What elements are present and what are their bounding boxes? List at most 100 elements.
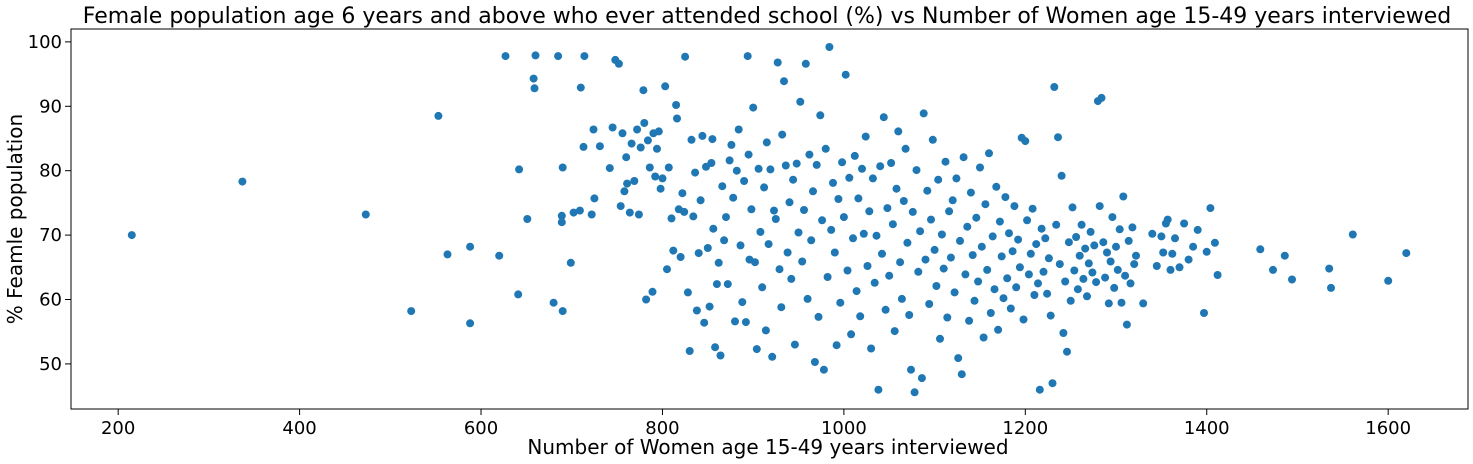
data-point [1157, 232, 1166, 241]
data-point [738, 298, 747, 307]
data-point [972, 213, 981, 222]
data-point [896, 258, 905, 267]
data-point [916, 227, 925, 236]
data-point [894, 127, 903, 136]
x-tick-label: 800 [645, 418, 679, 439]
data-point [861, 132, 870, 141]
data-point [751, 258, 759, 267]
data-point [1077, 220, 1086, 229]
data-point [1327, 283, 1335, 292]
data-point [914, 267, 923, 276]
data-point [847, 330, 856, 339]
y-tick-label: 90 [39, 96, 62, 117]
data-point [1103, 248, 1111, 257]
data-point [731, 317, 739, 326]
data-point [801, 59, 810, 68]
data-point [579, 142, 588, 151]
data-point [1112, 242, 1120, 251]
data-point [1084, 259, 1093, 268]
data-point [689, 212, 698, 221]
data-point [974, 277, 983, 286]
data-point [1070, 266, 1079, 275]
data-point [809, 187, 817, 196]
data-point [1083, 292, 1091, 301]
x-tick-label: 1400 [1184, 418, 1230, 439]
x-axis-label: Number of Women age 15-49 years intervie… [527, 435, 1008, 459]
data-point [1046, 311, 1055, 320]
data-point [827, 225, 836, 234]
data-point [651, 172, 660, 181]
data-point [1159, 248, 1168, 257]
x-tick-label: 1200 [1002, 418, 1048, 439]
plot-frame [70, 28, 1469, 410]
data-point [1121, 271, 1130, 280]
data-point [780, 77, 788, 86]
data-point [722, 213, 730, 222]
data-point [908, 207, 917, 216]
data-point [580, 52, 589, 61]
data-point [1005, 229, 1013, 238]
data-point [888, 220, 897, 229]
data-point [968, 251, 977, 260]
data-point [530, 84, 539, 93]
data-point [658, 174, 667, 183]
data-point [758, 283, 767, 292]
data-point [764, 240, 773, 249]
data-point [743, 52, 752, 61]
data-point [667, 214, 676, 223]
data-point [557, 211, 566, 220]
data-point [514, 290, 523, 299]
data-point [694, 249, 703, 258]
data-point [948, 196, 957, 205]
data-point [852, 287, 861, 296]
data-point [1059, 329, 1068, 337]
data-point [932, 282, 941, 290]
data-point [823, 273, 832, 281]
data-point [605, 164, 614, 173]
data-point [1008, 247, 1017, 256]
data-point [630, 177, 639, 185]
x-tick-label: 1000 [821, 418, 867, 439]
data-point [1043, 289, 1052, 298]
data-point [752, 345, 761, 354]
data-point [1117, 298, 1126, 307]
data-point [945, 207, 954, 216]
data-point [1001, 193, 1010, 202]
data-point [640, 119, 649, 127]
data-point [790, 340, 799, 349]
data-point [910, 388, 919, 397]
data-point [867, 344, 876, 353]
data-point [1024, 270, 1033, 279]
data-point [1021, 137, 1030, 146]
data-point [1139, 299, 1148, 308]
data-point [839, 213, 848, 222]
data-point [672, 101, 681, 109]
data-point [897, 294, 906, 303]
data-point [1054, 133, 1062, 142]
data-point [687, 135, 696, 144]
data-point [1384, 276, 1393, 285]
data-point [1014, 235, 1023, 244]
data-point [1079, 274, 1088, 283]
data-point [1003, 274, 1012, 283]
data-point [878, 249, 886, 258]
data-point [921, 255, 930, 264]
data-point [1115, 225, 1124, 234]
data-point [832, 341, 841, 350]
data-point [879, 113, 888, 122]
data-point [771, 215, 780, 223]
data-point [625, 208, 634, 217]
data-point [709, 224, 718, 233]
data-point [549, 298, 558, 307]
data-point [705, 302, 714, 311]
data-point [983, 265, 992, 274]
data-point [744, 150, 753, 159]
data-point [937, 230, 946, 239]
y-tick-label: 100 [28, 32, 62, 53]
data-point [761, 326, 770, 335]
data-point [664, 163, 673, 172]
data-point [946, 253, 955, 262]
data-point [627, 139, 636, 148]
data-point [999, 294, 1008, 303]
data-point [856, 312, 865, 321]
